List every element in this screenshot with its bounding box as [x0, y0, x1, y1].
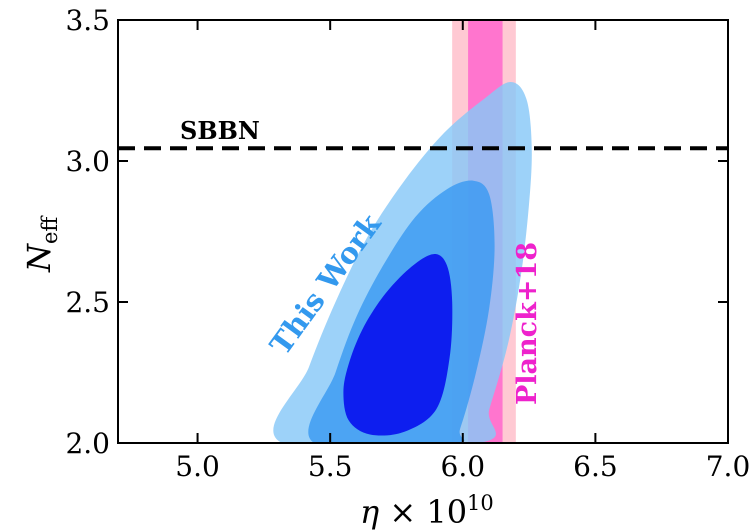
x-tick-label: 7.0 — [706, 450, 751, 483]
y-tick-label: 2.0 — [65, 427, 110, 460]
y-axis-label-main: N — [20, 243, 58, 273]
sbbn-label: SBBN — [180, 116, 260, 145]
plot-area — [118, 20, 728, 443]
this-work-contours — [273, 82, 532, 443]
y-tick-label: 2.5 — [65, 286, 110, 319]
y-tick-label: 3.5 — [65, 4, 110, 37]
x-tick-label: 6.5 — [573, 450, 618, 483]
y-axis-label-subscript: eff — [38, 215, 62, 244]
x-axis-label-exponent: 10 — [467, 491, 494, 515]
axis-tick-labels: 5.0 5.5 6.0 6.5 7.0 2.0 2.5 3.0 3.5 — [65, 4, 750, 483]
x-tick-label: 5.0 — [175, 450, 220, 483]
planck-label: Planck+18 — [512, 242, 543, 405]
x-tick-label: 5.5 — [308, 450, 353, 483]
plot-frame — [117, 19, 729, 444]
y-tick-label: 3.0 — [65, 145, 110, 178]
contour-1-sigma — [343, 254, 453, 436]
x-axis-label: η × 1010 — [360, 491, 494, 531]
x-tick-label: 6.0 — [441, 450, 486, 483]
axis-ticks — [118, 19, 729, 444]
y-axis-label: Neff — [20, 215, 62, 273]
